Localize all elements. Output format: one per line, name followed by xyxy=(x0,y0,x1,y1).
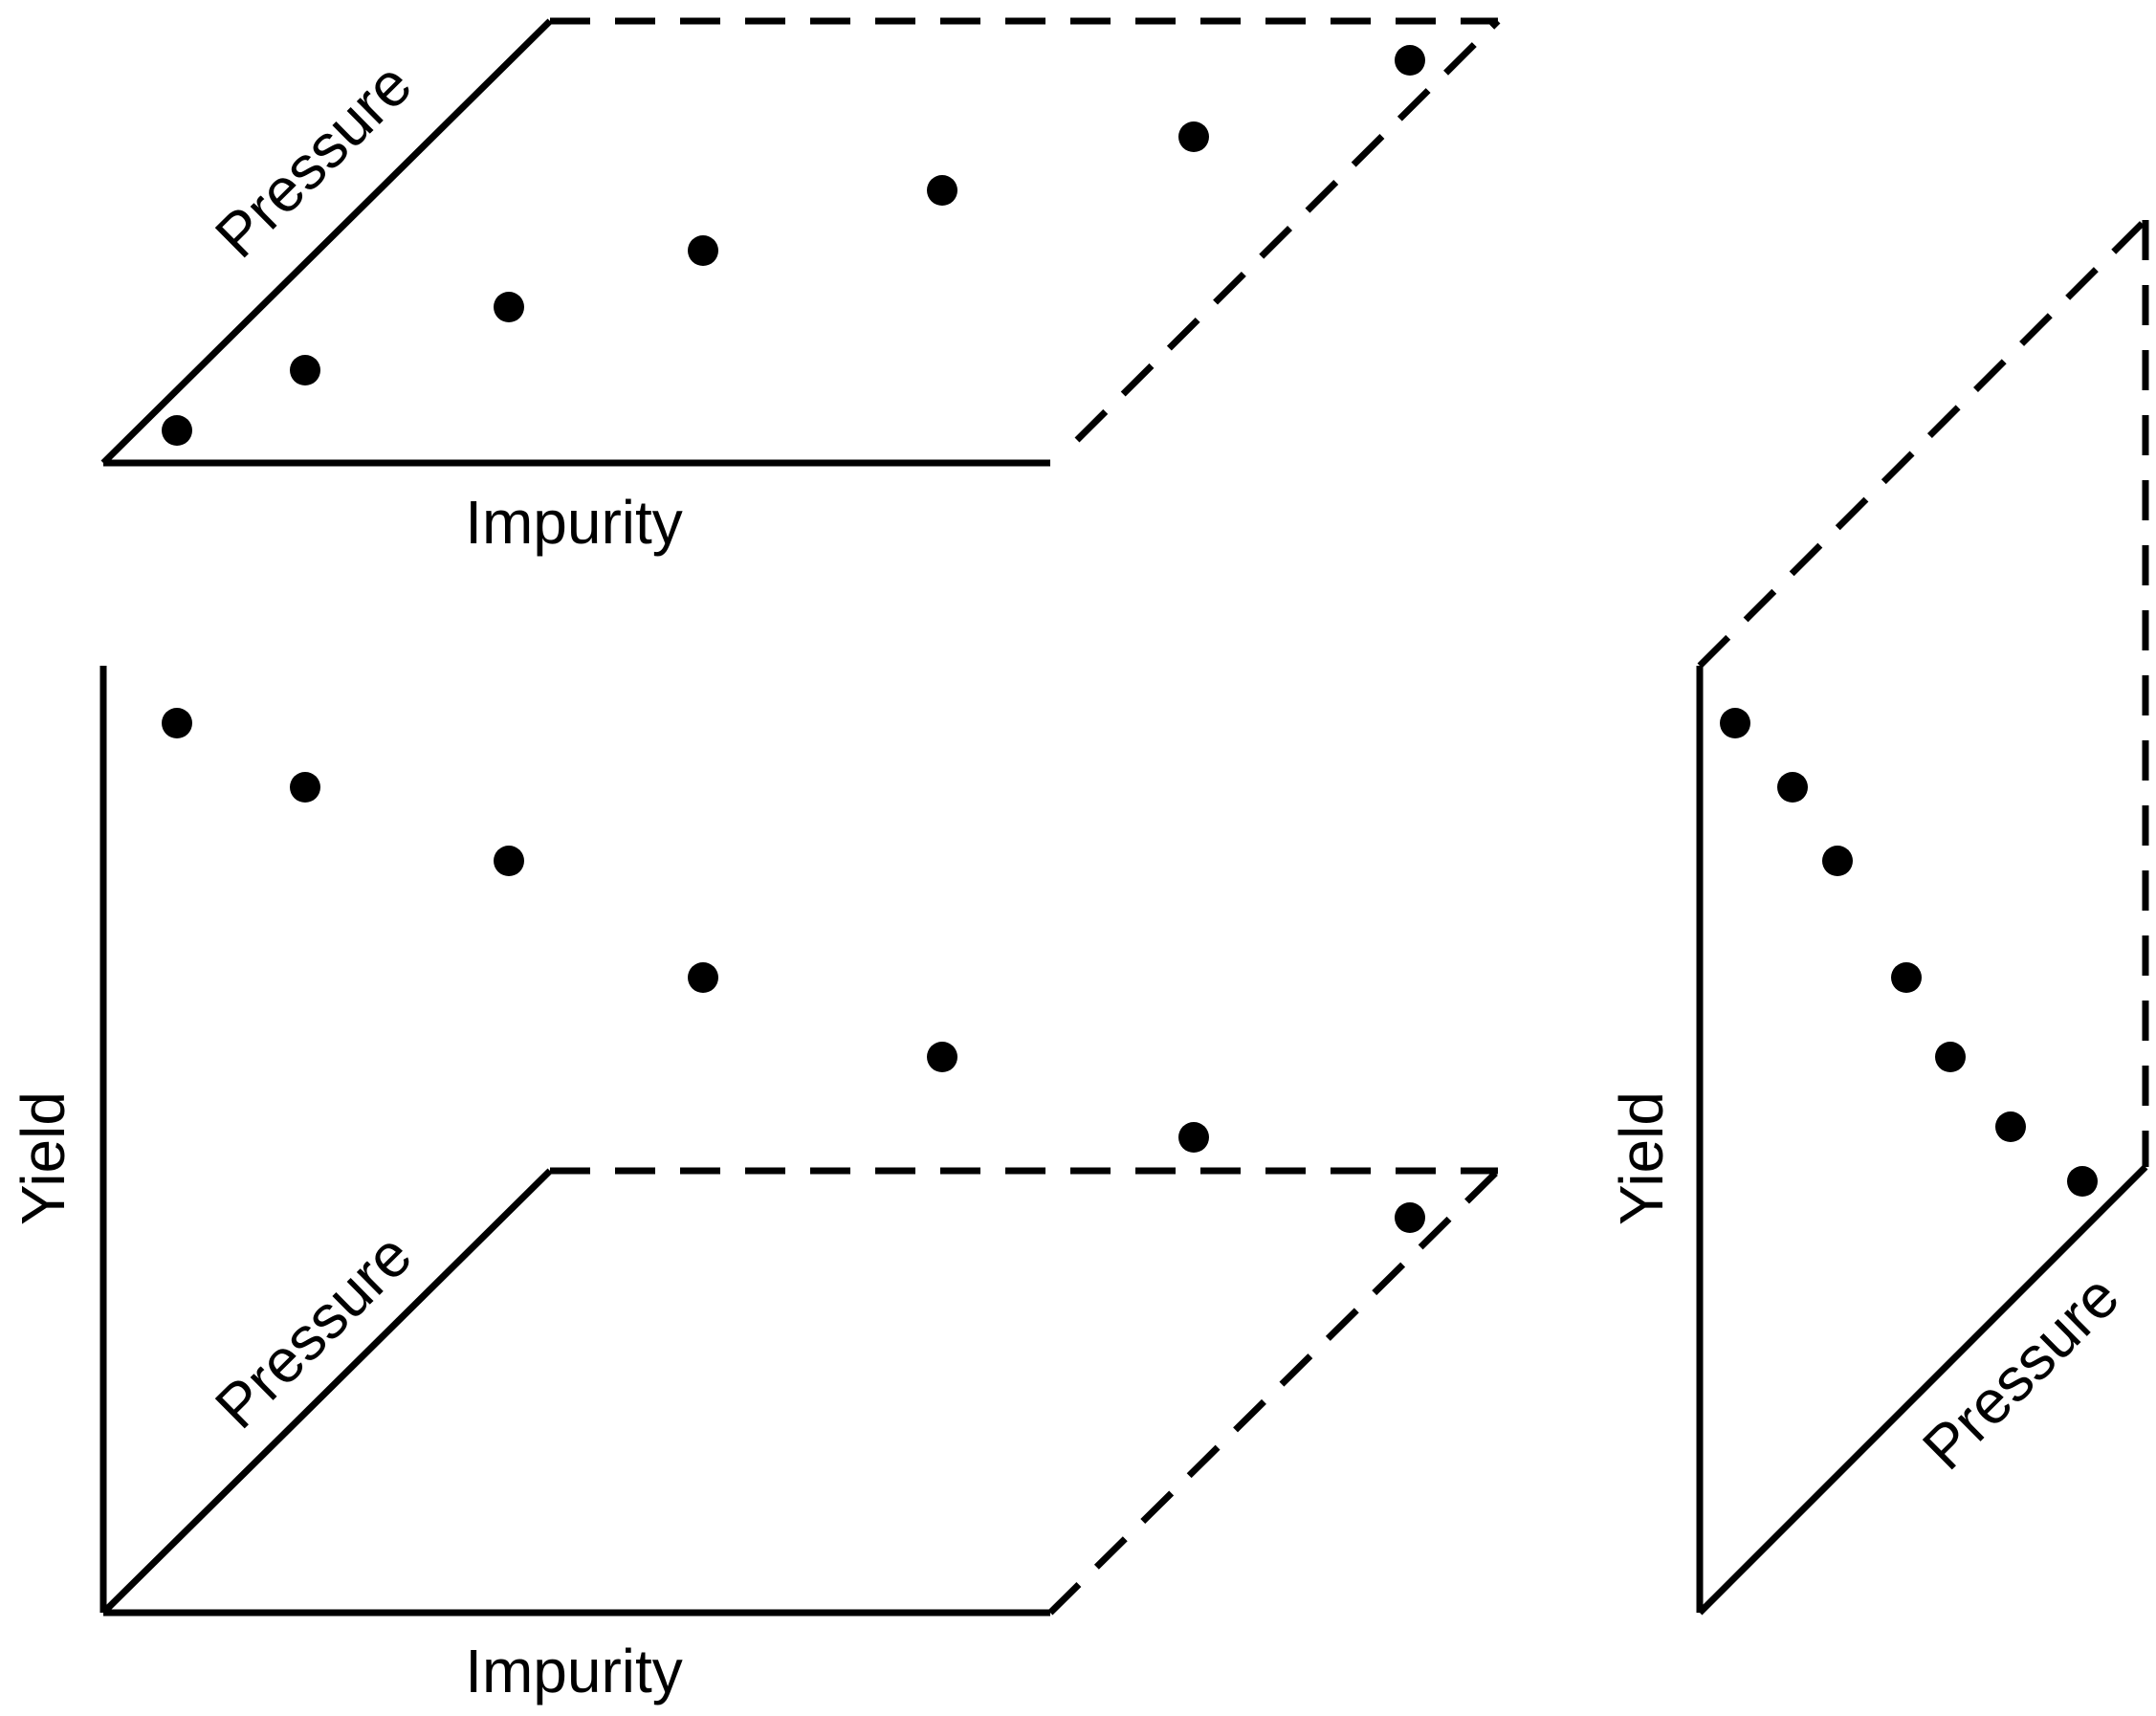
data-point xyxy=(1995,1111,2026,1142)
pressure-axis xyxy=(1697,1164,2148,1616)
side-edge-dashed xyxy=(1074,18,1501,443)
data-point xyxy=(688,962,718,993)
data-point xyxy=(1178,1122,1209,1153)
data-point xyxy=(927,1042,957,1072)
data-point xyxy=(1777,772,1808,803)
data-point xyxy=(494,292,524,322)
data-point xyxy=(1720,708,1750,738)
pressure-axis xyxy=(100,1168,553,1616)
data-point xyxy=(1395,1202,1425,1233)
pressure-axis xyxy=(100,18,553,466)
data-point xyxy=(927,175,957,206)
data-point xyxy=(1822,846,1853,876)
panel-yield-impurity-pressure: Yield Pressure Impurity xyxy=(9,666,1501,1705)
data-point xyxy=(1891,962,1922,993)
panel-yield-pressure: Yield Pressure xyxy=(1607,217,2149,1616)
data-point xyxy=(494,846,524,876)
data-point xyxy=(290,772,320,803)
data-point xyxy=(1395,45,1425,76)
impurity-axis-label: Impurity xyxy=(465,488,683,557)
top-edge-dashed xyxy=(1697,217,2148,669)
data-point xyxy=(688,235,718,266)
data-point xyxy=(2067,1166,2098,1197)
yield-axis-label: Yield xyxy=(9,1091,77,1225)
data-point xyxy=(290,355,320,385)
data-point xyxy=(162,415,192,446)
impurity-axis-label: Impurity xyxy=(465,1637,683,1705)
data-point xyxy=(162,708,192,738)
yield-axis-label: Yield xyxy=(1607,1091,1676,1225)
data-point xyxy=(1935,1042,1966,1072)
pressure-axis-label: Pressure xyxy=(202,50,425,271)
side-edge-dashed xyxy=(1047,1168,1501,1616)
panel-impurity-pressure: Pressure Impurity xyxy=(100,17,1501,557)
data-point xyxy=(1178,121,1209,152)
